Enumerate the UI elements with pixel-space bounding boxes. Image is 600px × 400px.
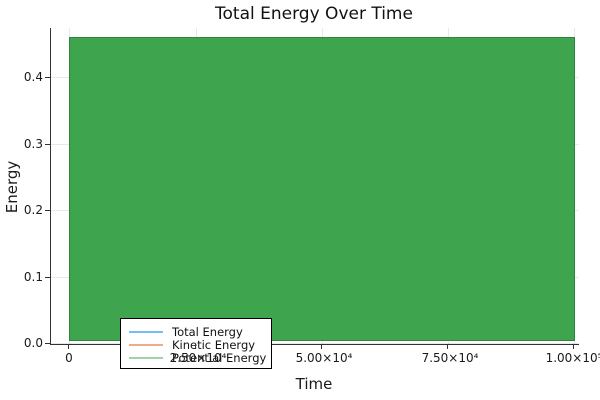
legend-label: Potential Energy	[172, 351, 267, 365]
x-tick-label: 5.00×10⁴	[295, 351, 353, 365]
y-tick-label: 0.2	[23, 203, 43, 217]
x-tick-label: 0	[65, 351, 73, 365]
x-tick-50k	[321, 344, 322, 349]
legend-label: Total Energy	[172, 325, 243, 339]
potential-energy-line-swatch	[129, 357, 163, 359]
legend-item-total-energy: Total Energy	[129, 326, 267, 338]
legend-label: Kinetic Energy	[172, 338, 256, 352]
x-tick-label: 1.00×10⁵	[545, 351, 600, 365]
y-tick-0.2	[45, 210, 50, 211]
legend-item-potential-energy: Potential Energy	[129, 352, 267, 364]
y-tick-0.1	[45, 277, 50, 278]
x-tick-0	[68, 344, 69, 349]
x-tick-label: 7.50×10⁴	[421, 351, 479, 365]
x-tick-25k	[195, 344, 196, 349]
total-energy-line-swatch	[129, 331, 163, 333]
x-tick-75k	[447, 344, 448, 349]
energy-series-band	[69, 37, 575, 341]
legend-item-kinetic-energy: Kinetic Energy	[129, 339, 267, 351]
x-tick-label: 2.50×10⁴	[169, 351, 227, 365]
y-tick-0.4	[45, 77, 50, 78]
x-tick-100k	[573, 344, 574, 349]
legend: Total Energy Kinetic Energy Potential En…	[120, 318, 272, 369]
x-axis-label: Time	[295, 375, 333, 393]
y-tick-0.0	[45, 343, 50, 344]
gridline-y-0.0	[51, 343, 579, 344]
kinetic-energy-line-swatch	[129, 344, 163, 346]
y-tick-label: 0.4	[23, 70, 43, 84]
chart-title: Total Energy Over Time	[215, 4, 413, 24]
plot-area: Total Energy Kinetic Energy Potential En…	[50, 28, 579, 369]
y-tick-label: 0.3	[23, 137, 43, 151]
y-tick-label: 0.1	[23, 270, 43, 284]
y-tick-0.3	[45, 144, 50, 145]
y-tick-label: 0.0	[23, 336, 43, 350]
